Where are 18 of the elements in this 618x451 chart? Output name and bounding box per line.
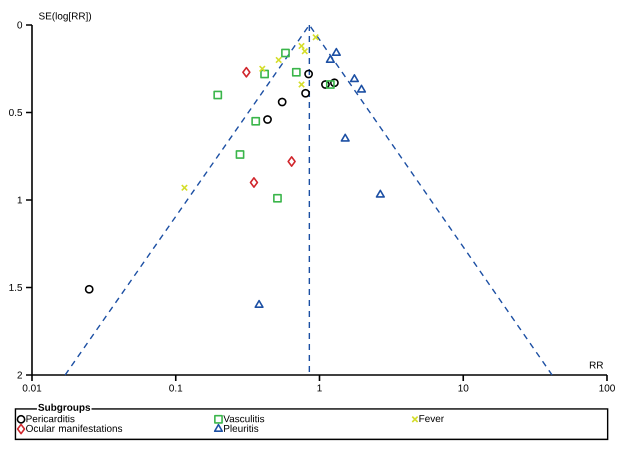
y-axis-title: SE(log[RR]) bbox=[38, 12, 92, 22]
x-tick-label: 0.01 bbox=[22, 384, 42, 392]
legend-label: Fever bbox=[419, 415, 444, 422]
x-axis-title: RR bbox=[590, 362, 604, 368]
x-tick-label: 100 bbox=[599, 384, 615, 392]
legend-label: Ocular manifestations bbox=[26, 424, 122, 432]
legend-label: Pericarditis bbox=[26, 414, 75, 422]
x-tick-label: 0.1 bbox=[169, 384, 182, 392]
y-tick-label: 1 bbox=[18, 196, 22, 204]
x-tick-label: 1 bbox=[317, 384, 322, 392]
y-tick-label: 0.5 bbox=[9, 108, 22, 116]
y-tick-label: 2 bbox=[17, 372, 22, 378]
legend-label: Pleuritis bbox=[224, 424, 258, 432]
legend-label: Vasculitis bbox=[223, 414, 264, 422]
x-tick-label: 10 bbox=[458, 384, 468, 392]
y-tick-label: 0 bbox=[17, 21, 22, 29]
y-tick-label: 1.5 bbox=[9, 284, 22, 291]
legend-title: Subgroups bbox=[38, 404, 90, 413]
